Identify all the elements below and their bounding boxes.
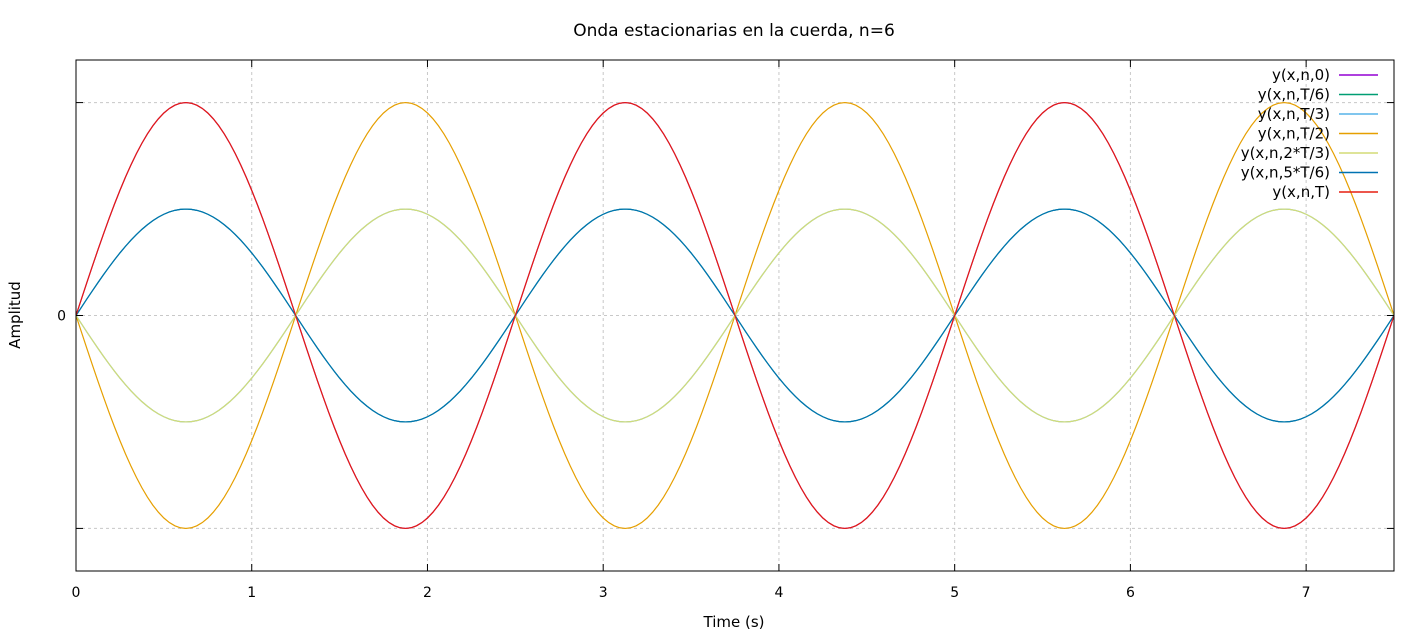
x-tick-label: 6	[1126, 585, 1135, 601]
legend-label: y(x,n,T/3)	[1258, 105, 1330, 123]
legend-label: y(x,n,T/6)	[1258, 86, 1330, 104]
x-tick-label: 5	[950, 585, 959, 601]
ticks: 0 1 2 3 4 5 6 7 0	[57, 60, 1394, 601]
series-line-7	[75, 101, 1395, 530]
legend: y(x,n,0)y(x,n,T/6)y(x,n,T/3)y(x,n,T/2)y(…	[1241, 66, 1378, 201]
x-tick-label: 0	[72, 585, 81, 601]
legend-label: y(x,n,2*T/3)	[1241, 144, 1330, 162]
legend-label: y(x,n,T/2)	[1258, 125, 1330, 143]
x-tick-label: 4	[774, 585, 783, 601]
x-tick-label: 3	[599, 585, 608, 601]
x-tick-label: 2	[423, 585, 432, 601]
x-tick-label: 7	[1302, 585, 1311, 601]
x-axis-label: Time (s)	[703, 613, 765, 631]
legend-label: y(x,n,T)	[1272, 183, 1330, 201]
legend-label: y(x,n,0)	[1272, 66, 1330, 84]
series-layer	[75, 101, 1395, 530]
legend-label: y(x,n,5*T/6)	[1241, 164, 1330, 182]
x-tick-label: 1	[247, 585, 256, 601]
y-axis-label: Amplitud	[6, 281, 24, 349]
chart-title: Onda estacionarias en la cuerda, n=6	[573, 21, 895, 41]
y-tick-label: 0	[57, 309, 66, 325]
